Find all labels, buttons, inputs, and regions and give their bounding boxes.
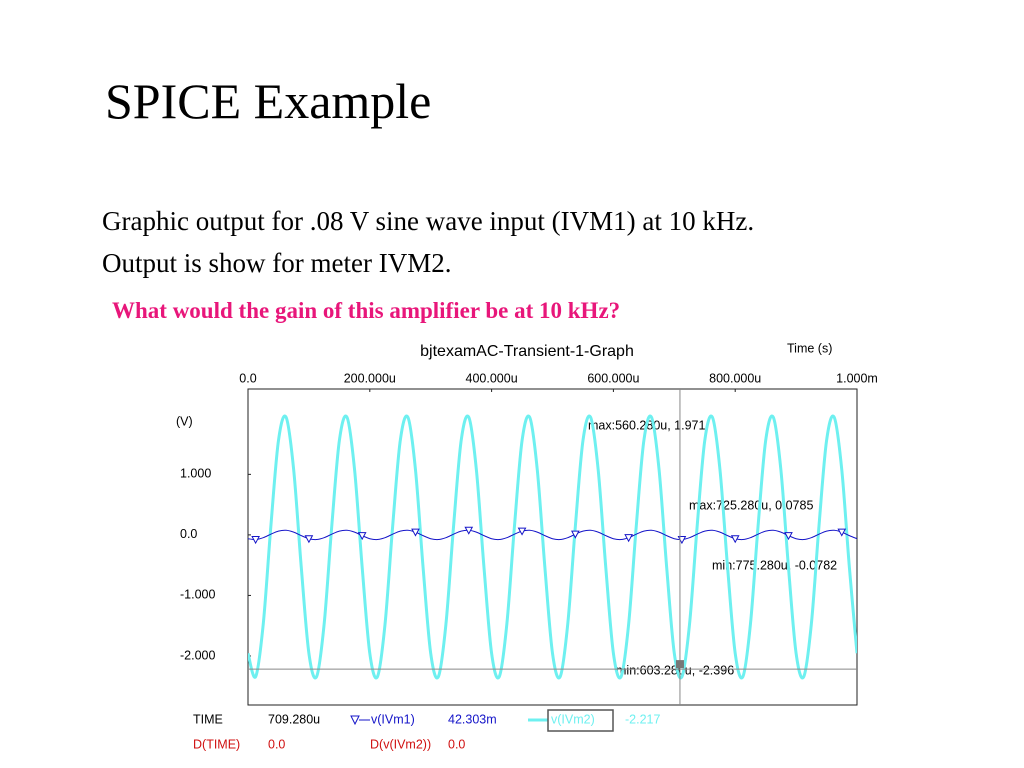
- legend-entry: v(IVm1): [371, 712, 415, 726]
- readout-value: 709.280u: [268, 712, 320, 726]
- series-line: [248, 414, 857, 680]
- x-tick-label: 1.000m: [836, 371, 878, 385]
- legend-entry[interactable]: v(IVm2): [551, 712, 595, 726]
- series-marker: [464, 526, 474, 535]
- chart-title: bjtexamAC-Transient-1-Graph: [420, 343, 634, 360]
- y-tick-label: -1.000: [180, 588, 215, 602]
- body-text: Graphic output for .08 V sine wave input…: [102, 206, 755, 236]
- y-tick-label: 0.0: [180, 527, 197, 541]
- readout-value: 0.0: [268, 737, 285, 751]
- series-marker: [837, 528, 847, 537]
- series-marker: [251, 536, 260, 545]
- series-marker: [784, 532, 793, 541]
- series-marker: [357, 532, 367, 541]
- readout-label: D(v(IVm2)): [370, 737, 431, 751]
- plot-area: [248, 414, 857, 680]
- legend-marker: [350, 715, 360, 726]
- legend-box[interactable]: [547, 709, 614, 732]
- readout-value: 0.0: [448, 737, 465, 751]
- series-line: [248, 529, 857, 541]
- y-axis-title: (V): [176, 414, 193, 428]
- annotation: max:725.280u, 0.0785: [689, 498, 813, 512]
- question: What would the gain of this amplifier be…: [112, 298, 621, 323]
- annotation: min:775.280u, -0.0782: [712, 558, 837, 572]
- plot-frame: [247, 388, 858, 706]
- x-axis-title: Time (s): [787, 341, 832, 355]
- readout-value: -2.217: [625, 712, 660, 726]
- slide-title: SPICE Example: [105, 73, 432, 129]
- series-marker: [571, 530, 580, 539]
- y-tick-label: 1.000: [180, 467, 211, 481]
- readout-value: 42.303m: [448, 712, 497, 726]
- readout-label: D(TIME): [193, 737, 240, 751]
- series-marker: [304, 535, 314, 544]
- x-tick-label: 0.0: [239, 371, 256, 385]
- series-marker: [624, 534, 633, 543]
- annotation: min:603.280u, -2.396: [616, 663, 734, 677]
- readout-label: TIME: [193, 712, 223, 726]
- y-tick-label: -2.000: [180, 648, 215, 662]
- body-text: Output is show for meter IVM2.: [102, 248, 452, 278]
- series-marker: [411, 528, 420, 537]
- cursor-marker: [675, 660, 684, 669]
- series-marker: [517, 527, 527, 536]
- x-tick-label: 600.000u: [587, 371, 639, 385]
- x-tick-label: 800.000u: [709, 371, 761, 385]
- x-tick-label: 400.000u: [466, 371, 518, 385]
- series-marker: [730, 535, 740, 544]
- x-tick-label: 200.000u: [344, 371, 396, 385]
